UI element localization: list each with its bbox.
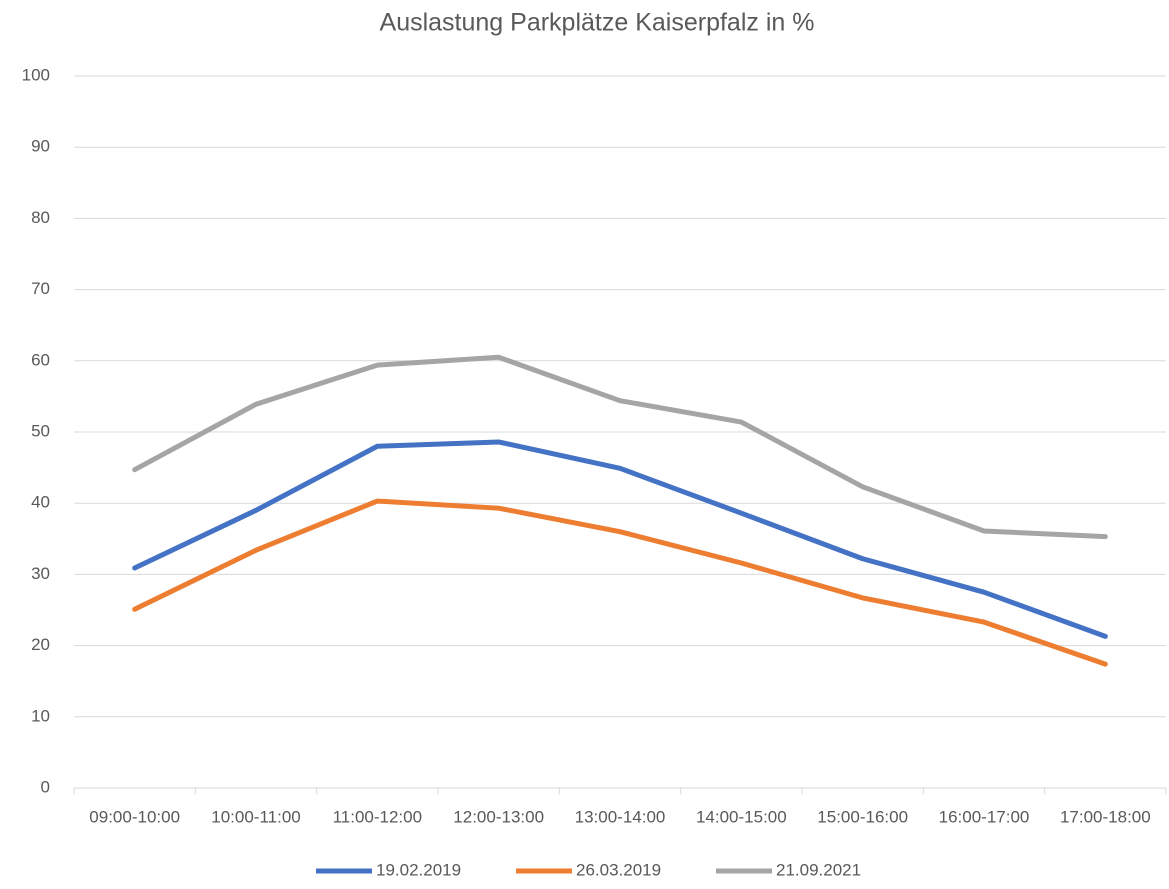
series-line	[132, 439, 1108, 639]
y-tick-label: 10	[31, 706, 50, 725]
x-tick-label: 16:00-17:00	[939, 807, 1030, 826]
x-tick-label: 14:00-15:00	[696, 807, 787, 826]
y-tick-label: 90	[31, 137, 50, 156]
y-tick-label: 60	[31, 350, 50, 369]
x-tick-label: 12:00-13:00	[453, 807, 544, 826]
y-tick-label: 20	[31, 635, 50, 654]
x-tick-label: 13:00-14:00	[575, 807, 666, 826]
y-tick-label: 100	[22, 65, 50, 84]
series-line	[132, 354, 1108, 540]
y-tick-label: 30	[31, 564, 50, 583]
y-tick-label: 40	[31, 493, 50, 512]
x-tick-label: 09:00-10:00	[89, 807, 180, 826]
y-tick-label: 80	[31, 208, 50, 227]
y-tick-label: 70	[31, 279, 50, 298]
legend-label: 26.03.2019	[576, 860, 661, 879]
chart-title: Auslastung Parkplätze Kaiserpfalz in %	[380, 9, 815, 37]
legend-label: 21.09.2021	[776, 860, 861, 879]
legend-label: 19.02.2019	[376, 860, 461, 879]
x-tick-label: 10:00-11:00	[211, 807, 300, 826]
series-line	[132, 498, 1108, 667]
x-tick-label: 11:00-12:00	[333, 807, 422, 826]
y-tick-label: 50	[31, 421, 50, 440]
x-tick-label: 17:00-18:00	[1060, 807, 1151, 826]
x-tick-label: 15:00-16:00	[817, 807, 908, 826]
y-tick-label: 0	[41, 777, 50, 796]
